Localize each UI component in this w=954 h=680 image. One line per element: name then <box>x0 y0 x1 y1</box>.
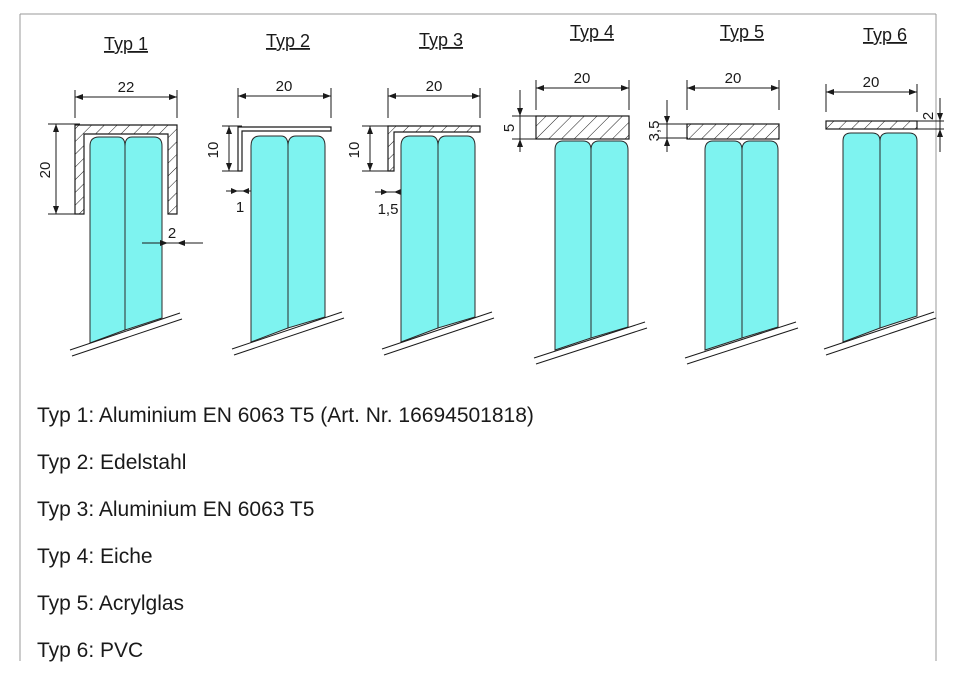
dimension-wall-typ-2: 1 <box>226 188 254 216</box>
profile-typ-3: Typ 3 20 10 1,5 <box>346 30 495 356</box>
dim-label: 20 <box>725 70 742 87</box>
glass-pane <box>287 135 326 329</box>
profile-diagram: Typ 1 22 20 2 <box>19 13 944 661</box>
profile-typ-1: Typ 1 22 20 2 <box>37 34 203 357</box>
dimension-thickness-typ-6: 2 <box>917 98 944 152</box>
title-typ-2: Typ 2 <box>266 31 310 51</box>
dim-label: 22 <box>118 79 135 96</box>
u-channel <box>74 124 178 215</box>
dimension-width-typ-1: 22 <box>74 79 178 118</box>
dim-label: 2 <box>920 112 937 120</box>
legend-item-typ-2: Typ 2: Edelstahl <box>37 451 187 474</box>
profile-typ-5: Typ 5 20 3,5 <box>646 22 799 365</box>
dimension-width-typ-2: 20 <box>237 78 332 118</box>
dimension-height-typ-1: 20 <box>37 123 80 215</box>
glass-pane <box>879 132 918 329</box>
dim-label: 20 <box>276 78 293 95</box>
glass-pane <box>590 140 629 339</box>
title-typ-6: Typ 6 <box>863 25 907 45</box>
glass-pane <box>704 140 743 351</box>
dimension-thickness-typ-5: 3,5 <box>646 100 688 152</box>
glass-pane <box>554 140 592 351</box>
glass-pane <box>400 135 439 343</box>
dimension-height-typ-3: 10 <box>346 125 392 172</box>
title-typ-3: Typ 3 <box>419 30 463 50</box>
profile-typ-2: Typ 2 20 10 1 <box>205 31 345 356</box>
oak-board <box>535 115 630 140</box>
glass-pane <box>89 136 126 344</box>
glass-pane <box>741 140 779 339</box>
dim-label: 1,5 <box>378 201 399 218</box>
l-profile <box>237 126 332 172</box>
legend-item-typ-4: Typ 4: Eiche <box>37 545 153 568</box>
dimension-wall-typ-3: 1,5 <box>375 189 405 218</box>
material-legend: Typ 1: Aluminium EN 6063 T5 (Art. Nr. 16… <box>37 398 534 680</box>
legend-item-typ-3: Typ 3: Aluminium EN 6063 T5 <box>37 498 315 521</box>
glass-pane <box>124 136 163 331</box>
legend-item-typ-1: Typ 1: Aluminium EN 6063 T5 (Art. Nr. 16… <box>37 404 534 427</box>
dim-label: 10 <box>205 142 222 159</box>
dim-label: 20 <box>426 78 443 95</box>
title-typ-5: Typ 5 <box>720 22 764 42</box>
dim-label: 3,5 <box>646 121 663 142</box>
dimension-width-typ-3: 20 <box>387 78 481 118</box>
glass-pane <box>842 132 881 343</box>
dimension-height-typ-2: 10 <box>205 125 242 172</box>
drawing-sheet: Typ 1 22 20 2 <box>19 13 944 662</box>
title-typ-4: Typ 4 <box>570 22 614 42</box>
dim-label: 20 <box>37 162 54 179</box>
legend-item-typ-5: Typ 5: Acrylglas <box>37 592 185 615</box>
glass-pane <box>250 135 289 343</box>
legend-item-typ-6: Typ 6: PVC <box>37 639 144 662</box>
dimension-width-typ-6: 20 <box>825 74 918 112</box>
dim-label: 5 <box>501 124 518 132</box>
dimension-width-typ-5: 20 <box>686 70 780 110</box>
profile-typ-4: Typ 4 20 5 <box>501 22 648 365</box>
dim-label: 1 <box>236 199 244 216</box>
dim-label: 20 <box>863 74 880 91</box>
dimension-wall-typ-1: 2 <box>142 225 203 246</box>
pvc-strip <box>825 120 918 130</box>
dimension-thickness-typ-4: 5 <box>501 90 538 152</box>
dim-label: 20 <box>574 70 591 87</box>
acrylic-board <box>686 123 780 140</box>
glass-pane <box>437 135 476 329</box>
dimension-width-typ-4: 20 <box>535 70 630 110</box>
profile-typ-6: Typ 6 20 2 <box>823 25 944 356</box>
dim-label: 2 <box>168 225 176 242</box>
l-profile <box>387 125 481 172</box>
title-typ-1: Typ 1 <box>104 34 148 54</box>
dim-label: 10 <box>346 142 363 159</box>
